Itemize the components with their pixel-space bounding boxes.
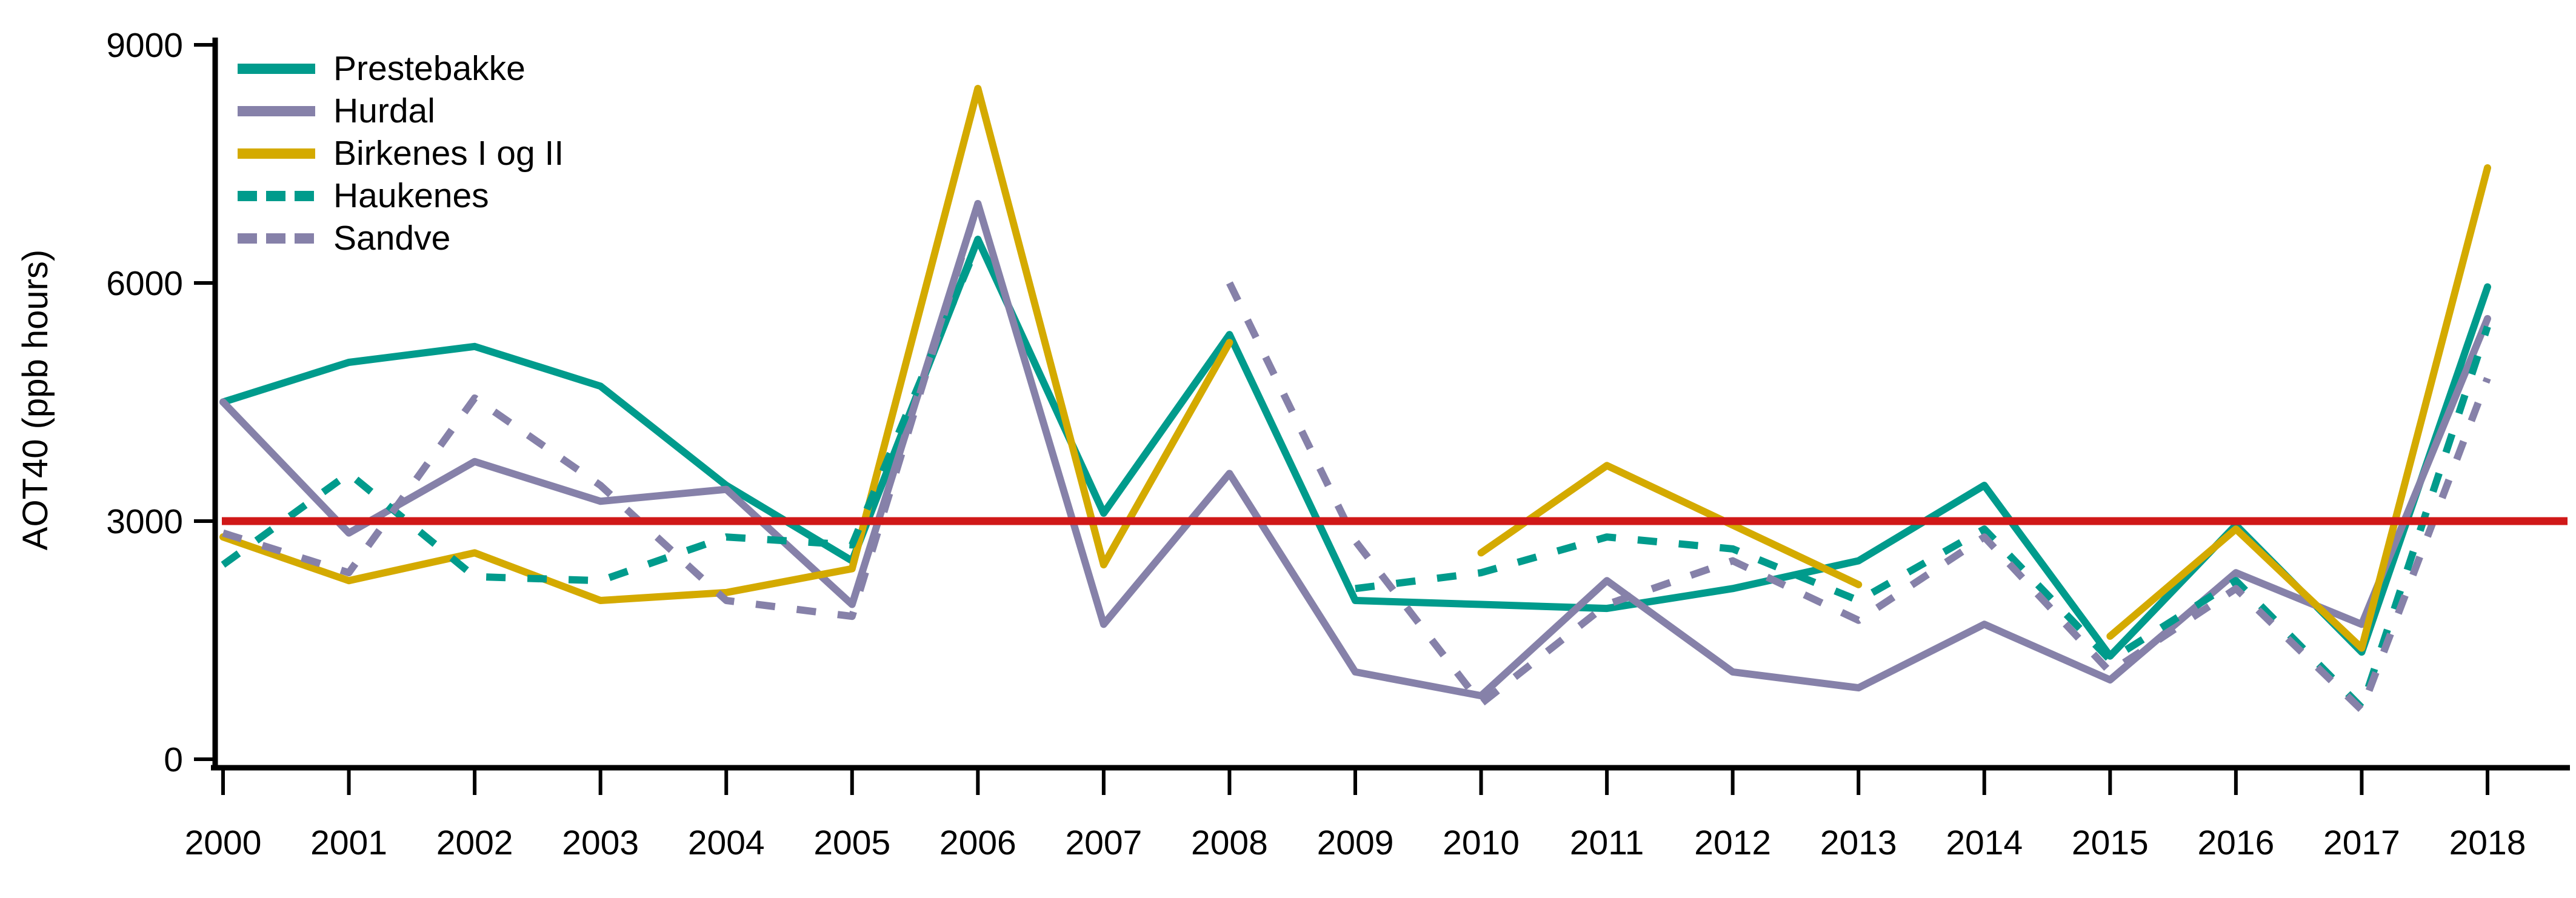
solid-line-swatch-icon — [238, 63, 315, 74]
x-tick-label: 2005 — [813, 823, 890, 862]
x-tick-label: 2013 — [1820, 823, 1897, 862]
x-tick-label: 2012 — [1694, 823, 1771, 862]
legend-item-sandve: Sandve — [238, 217, 564, 259]
x-tick-label: 2008 — [1191, 823, 1268, 862]
x-tick-label: 2017 — [2323, 823, 2400, 862]
legend-label: Prestebakke — [333, 48, 526, 88]
x-tick-label: 2015 — [2072, 823, 2149, 862]
series-line-haukenes — [1355, 325, 2491, 711]
legend-item-haukenes: Haukenes — [238, 175, 564, 217]
x-tick-label: 2010 — [1443, 823, 1520, 862]
y-tick-label: 9000 — [106, 26, 183, 65]
legend-label: Sandve — [333, 218, 451, 258]
legend-item-birkenes-i-og-ii: Birkenes I og II — [238, 132, 564, 175]
x-tick-label: 2009 — [1317, 823, 1394, 862]
y-tick-label: 6000 — [106, 264, 183, 303]
dashed-line-swatch-icon — [238, 190, 315, 201]
legend-item-hurdal: Hurdal — [238, 90, 564, 132]
legend-label: Birkenes I og II — [333, 133, 564, 173]
series-line-haukenes — [221, 242, 981, 585]
x-tick-label: 2018 — [2449, 823, 2526, 862]
x-tick-label: 2003 — [562, 823, 639, 862]
legend: Prestebakke Hurdal Birkenes I og II Haukene… — [238, 47, 564, 259]
x-tick-label: 2006 — [939, 823, 1016, 862]
y-tick-label: 3000 — [106, 502, 183, 541]
solid-line-swatch-icon — [238, 148, 315, 159]
series-line-hurdal — [219, 200, 2491, 700]
x-tick-label: 2002 — [436, 823, 513, 862]
x-tick-label: 2007 — [1065, 823, 1142, 862]
series-line-birkenes-i-og-ii — [1477, 462, 1863, 588]
x-tick-label: 2016 — [2197, 823, 2274, 862]
solid-line-swatch-icon — [238, 105, 315, 116]
series-line-sandve — [222, 202, 982, 620]
series-line-birkenes-i-og-ii — [219, 85, 1233, 604]
x-tick-label: 2011 — [1570, 823, 1644, 862]
dashed-line-swatch-icon — [238, 233, 315, 244]
legend-label: Haukenes — [333, 176, 489, 215]
series-line-sandve — [1226, 281, 2491, 714]
y-tick-label: 0 — [164, 740, 183, 779]
legend-label: Hurdal — [333, 91, 435, 130]
x-tick-label: 2004 — [688, 823, 765, 862]
x-tick-label: 2001 — [310, 823, 387, 862]
y-axis-title: AOT40 (ppb hours) — [16, 250, 55, 550]
series-line-prestebakke — [219, 235, 2491, 660]
legend-item-prestebakke: Prestebakke — [238, 47, 564, 90]
series-line-birkenes-i-og-ii — [2106, 164, 2491, 652]
x-tick-label: 2014 — [1946, 823, 2023, 862]
x-tick-label: 2000 — [185, 823, 262, 862]
